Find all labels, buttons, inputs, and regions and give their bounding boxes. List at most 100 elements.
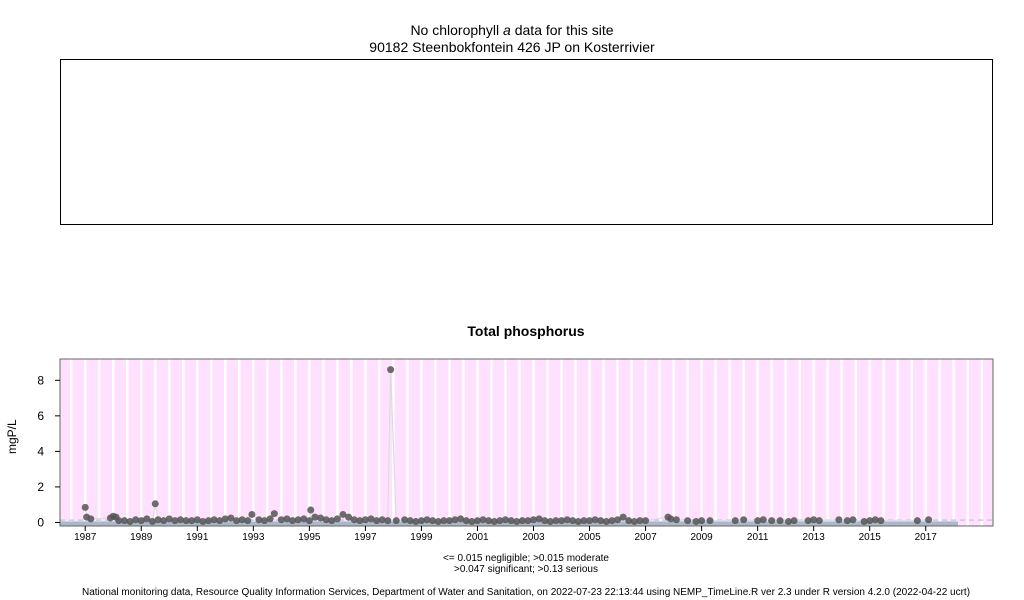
tp-data-point [305,517,313,525]
tp-x-tick-label: 1991 [186,532,209,543]
tp-data-point [109,512,117,520]
tp-data-point [233,517,241,525]
tp-data-point [440,517,448,525]
tp-data-point [216,517,224,525]
tp-data-point [490,518,498,526]
tp-data-point [580,517,588,525]
tp-y-tick-label: 6 [37,409,44,423]
tp-data-point [672,516,680,524]
tp-data-point [210,516,218,524]
tp-data-point [468,518,476,526]
tp-data-point [586,517,594,525]
tp-data-point [507,517,515,525]
tp-data-point [810,516,818,524]
tp-data-point [574,518,582,526]
tp-x-tick-label: 2005 [578,532,601,543]
tp-data-point [614,516,622,524]
tp-x-tick-label: 2011 [747,532,769,543]
tp-data-point [367,515,375,523]
tp-data-point [361,516,369,524]
tp-data-point [535,515,543,523]
tp-data-point [518,517,526,525]
tp-x-tick-label: 2007 [634,532,657,543]
tp-data-point [277,516,285,524]
tp-data-point [804,517,812,525]
tp-data-point [835,516,843,524]
tp-data-point [843,517,851,525]
tp-data-point [877,517,885,525]
tp-x-tick-label: 1999 [410,532,433,543]
tp-y-tick-label: 0 [37,515,44,529]
tp-y-tick-label: 8 [37,373,44,387]
tp-data-point [412,518,420,526]
tp-data-point [815,517,823,525]
tp-data-point [759,516,767,524]
tp-data-point [283,515,291,523]
tp-data-point [684,517,692,525]
tp-data-point [322,516,330,524]
tp-data-point [406,517,414,525]
tp-data-point [546,518,554,526]
tp-data-point [473,517,481,525]
tp-y-axis: 0 2 4 6 8 [37,373,60,529]
tp-plot-frame [59,358,994,527]
tp-data-point [417,517,425,525]
tp-data-point [625,517,633,525]
tp-data-point [300,515,308,523]
tp-plot-background [60,359,993,526]
tp-data-point [692,518,700,526]
tp-data-point [392,517,400,525]
tp-data-point [307,506,315,514]
tp-data-point [87,515,95,523]
tp-data-point [328,517,336,525]
tp-data-point [913,517,921,525]
tp-data-point [630,518,638,526]
tp-data-point [83,513,91,521]
tp-data-point [384,517,392,525]
tp-x-tick-label: 2017 [915,532,938,543]
tp-data-point [311,513,319,521]
tp-data-point [860,518,868,526]
tp-data-point [667,515,675,523]
tp-grid [69,359,984,526]
tp-data-point [188,517,196,525]
chlorophyll-title-suffix: data for this site [514,22,614,38]
tp-data-point [373,517,381,525]
tp-data-point [227,514,235,522]
tp-data-point [154,516,162,524]
tp-data-point [350,516,358,524]
tp-data-point [849,516,857,524]
tp-data-point [451,516,459,524]
tp-data-point [591,516,599,524]
tp-data-point [266,515,274,523]
tp-data-point [221,515,229,523]
chlorophyll-title-italic: a [503,22,511,38]
tp-x-tick-label: 2013 [803,532,826,543]
tp-data-point [485,517,493,525]
tp-data-point [768,517,776,525]
tp-x-tick-label: 1993 [242,532,265,543]
tp-data-point [238,516,246,524]
tp-data-point [423,516,431,524]
tp-data-point [204,517,212,525]
tp-data-point [151,500,159,508]
tp-data-point [143,515,151,523]
tp-data-point [731,517,739,525]
tp-data-point [378,516,386,524]
tp-chart-title: Total phosphorus [467,323,585,339]
tp-data-point [636,517,644,525]
tp-connector-lines [60,369,993,523]
tp-data-point [244,517,252,525]
tp-data-point [496,517,504,525]
tp-data-point [784,518,792,526]
tp-data-point [112,513,120,521]
tp-data-point [569,517,577,525]
tp-data-point [457,515,465,523]
tp-data-point [115,517,123,525]
tp-data-point [754,517,762,525]
tp-data-point [790,517,798,525]
chlorophyll-title-prefix: No chlorophyll [410,22,500,38]
tp-y-axis-label: mgP/L [5,419,19,454]
tp-data-point [199,518,207,526]
tp-data-point [776,517,784,525]
